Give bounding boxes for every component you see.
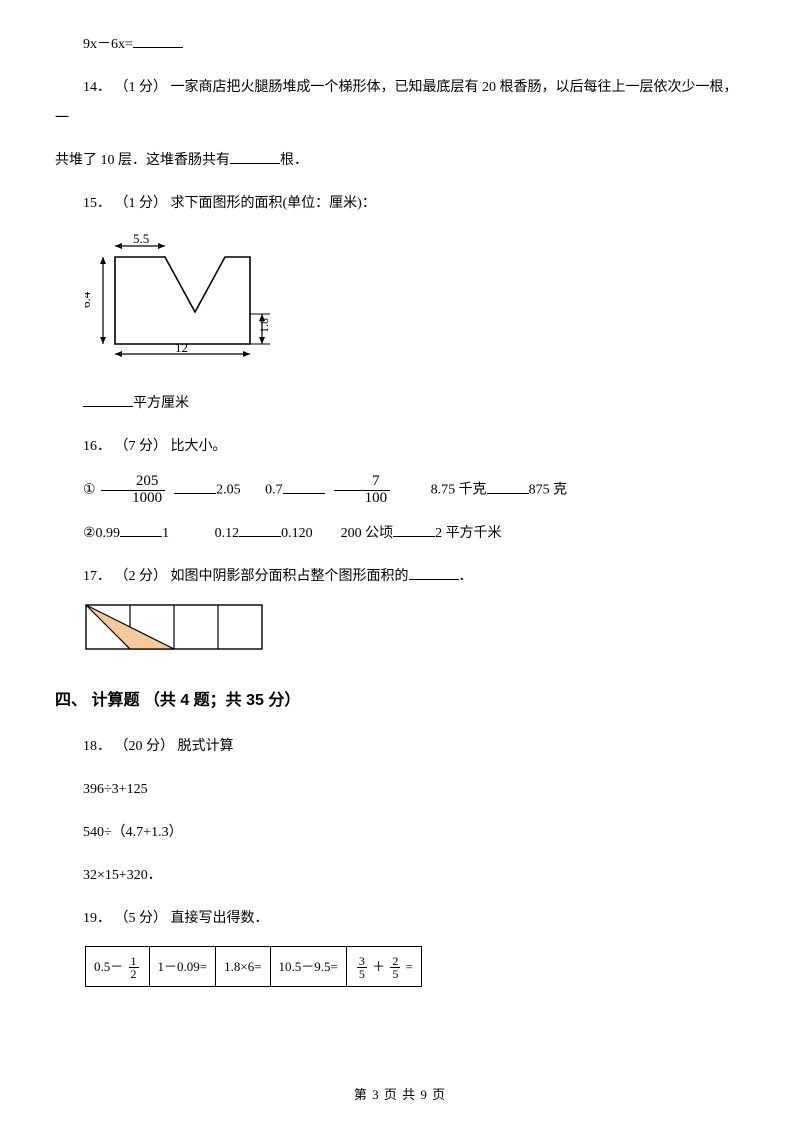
q15-line: 15． （1 分） 求下面图形的面积(单位：厘米)： (55, 189, 745, 220)
cell-1: 0.5－ 12 (86, 947, 150, 987)
fraction: 35 (355, 955, 369, 981)
q-pts: （20 分） (115, 739, 175, 754)
q-num: 14． (83, 80, 111, 95)
q16-row2: ②0.99 1 0.12 0.120 200 公顷 2 平方千米 (55, 519, 745, 550)
q14-line2: 共堆了 10 层．这堆香肠共有 根． (55, 146, 745, 177)
q-pts: （1 分） (115, 80, 168, 95)
q-text: 根． (280, 153, 308, 168)
q19-line: 19． （5 分） 直接写出得数． (55, 904, 745, 935)
eq: = (402, 959, 413, 974)
q18-e1: 396÷3+125 (55, 775, 745, 806)
q19-table: 0.5－ 12 1－0.09= 1.8×6= 10.5－9.5= 35 ＋ 25… (85, 946, 422, 987)
fraction: 12 (127, 955, 141, 981)
txt: 0.5－ (94, 959, 123, 974)
blank (120, 523, 162, 537)
blank (393, 523, 435, 537)
blank (487, 480, 529, 494)
dim-bottom: 12 (175, 340, 188, 355)
f-a: 第 (354, 1087, 372, 1102)
cell-4: 10.5－9.5= (270, 947, 346, 987)
q17-figure (85, 604, 745, 665)
q18-e3: 32×15+320． (55, 861, 745, 892)
fraction: 2051000 (99, 474, 167, 507)
q-text: 直接写出得数． (171, 911, 269, 926)
q-pts: （5 分） (115, 911, 168, 926)
q-num: 15． (83, 196, 111, 211)
val: 2.05 (216, 483, 241, 498)
q-text: 脱式计算 (178, 739, 234, 754)
q18-e2: 540÷（4.7+1.3） (55, 818, 745, 849)
blank (133, 34, 183, 48)
f-b: 3 (372, 1087, 380, 1102)
section4-title: 四、 计算题 （共 4 题；共 35 分） (55, 683, 745, 718)
val: 2 平方千米 (435, 526, 502, 541)
q-text: 如图中阴影部分面积占整个图形面积的 (171, 569, 409, 584)
page-footer: 第 3 页 共 9 页 (0, 1081, 800, 1110)
q16-row1: ① 2051000 2.05 0.7 7100 8.75 千克875 克 (55, 474, 745, 507)
dim-left: 6.4 (85, 291, 93, 308)
q-num: 17． (83, 569, 111, 584)
q-text: 求下面图形的面积(单位：厘米)： (171, 196, 376, 211)
f-d: 9 (420, 1087, 428, 1102)
q-num: 19． (83, 911, 111, 926)
f-e: 页 (428, 1087, 446, 1102)
blank (409, 566, 459, 580)
q17-line: 17． （2 分） 如图中阴影部分面积占整个图形面积的 ． (55, 562, 745, 593)
blank (283, 480, 325, 494)
q-num: 18． (83, 739, 111, 754)
cell-3: 1.8×6= (216, 947, 270, 987)
fraction: 7100 (332, 474, 393, 507)
q15-answer: 平方厘米 (55, 389, 745, 420)
f-c: 页 共 (380, 1087, 421, 1102)
q-pts: （1 分） (115, 196, 168, 211)
dim-top: 5.5 (133, 232, 149, 246)
eq-text: 9x－6x= (83, 37, 133, 52)
val: 8.75 千克 (431, 483, 487, 498)
val: ②0.99 (83, 526, 120, 541)
q-pts: （7 分） (115, 439, 168, 454)
cell-2: 1－0.09= (149, 947, 216, 987)
q-text: 比大小。 (171, 439, 227, 454)
period: ． (459, 569, 473, 584)
blank (239, 523, 281, 537)
q14-line1: 14． （1 分） 一家商店把火腿肠堆成一个梯形体，已知最底层有 20 根香肠，… (55, 73, 745, 135)
q-pts: （2 分） (115, 569, 168, 584)
fraction: 25 (388, 955, 402, 981)
q-text: 共堆了 10 层．这堆香肠共有 (55, 153, 230, 168)
q16-line: 16． （7 分） 比大小。 (55, 432, 745, 463)
line-9x-6x: 9x－6x= (55, 30, 745, 61)
blank (83, 393, 133, 407)
val: 0.12 (215, 526, 240, 541)
val: 875 克 (529, 483, 568, 498)
val: 0.7 (265, 483, 283, 498)
cell-5: 35 ＋ 25 = (346, 947, 421, 987)
plus: ＋ (369, 959, 389, 974)
unit: 平方厘米 (133, 396, 189, 411)
q-num: 16． (83, 439, 111, 454)
val: 1 (162, 526, 169, 541)
blank (230, 150, 280, 164)
dim-right: 1.8 (257, 318, 271, 333)
val: 0.120 (281, 526, 313, 541)
blank (174, 480, 216, 494)
q15-figure: 5.5 6.4 12 1.8 (85, 232, 745, 375)
q18-line: 18． （20 分） 脱式计算 (55, 732, 745, 763)
val: 200 公顷 (341, 526, 394, 541)
